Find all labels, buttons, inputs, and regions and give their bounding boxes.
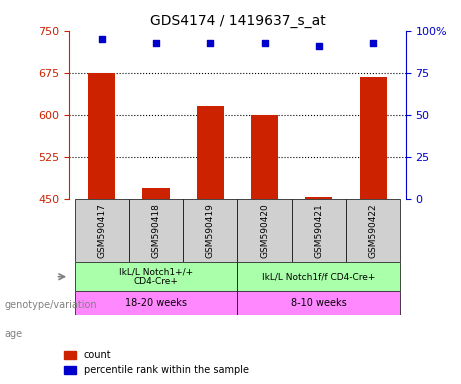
Bar (197, 106, 224, 199)
FancyBboxPatch shape (75, 199, 129, 262)
Bar (142, 188, 170, 199)
FancyBboxPatch shape (129, 199, 183, 262)
Legend: count, percentile rank within the sample: count, percentile rank within the sample (60, 346, 253, 379)
Title: GDS4174 / 1419637_s_at: GDS4174 / 1419637_s_at (149, 14, 325, 28)
Bar (88, 73, 115, 199)
Text: IkL/L Notch1+/+
CD4-Cre+: IkL/L Notch1+/+ CD4-Cre+ (119, 267, 193, 286)
Text: 8-10 weeks: 8-10 weeks (291, 298, 347, 308)
FancyBboxPatch shape (75, 291, 237, 315)
Bar (360, 77, 387, 199)
Text: GSM590421: GSM590421 (314, 203, 323, 258)
Point (152, 40, 160, 46)
Text: IkL/L Notch1f/f CD4-Cre+: IkL/L Notch1f/f CD4-Cre+ (262, 272, 376, 281)
Text: GSM590419: GSM590419 (206, 203, 215, 258)
FancyBboxPatch shape (237, 199, 292, 262)
Bar (305, 197, 332, 199)
FancyBboxPatch shape (237, 291, 400, 315)
FancyBboxPatch shape (346, 199, 400, 262)
Text: GSM590422: GSM590422 (369, 204, 378, 258)
Bar (251, 115, 278, 199)
Text: age: age (5, 329, 23, 339)
Point (315, 43, 323, 49)
Point (369, 40, 377, 46)
Point (98, 36, 106, 42)
Text: GSM590420: GSM590420 (260, 203, 269, 258)
Text: GSM590418: GSM590418 (152, 203, 160, 258)
FancyBboxPatch shape (237, 262, 400, 291)
Text: GSM590417: GSM590417 (97, 203, 106, 258)
FancyBboxPatch shape (75, 262, 237, 291)
Point (261, 40, 268, 46)
FancyBboxPatch shape (183, 199, 237, 262)
Text: genotype/variation: genotype/variation (5, 300, 97, 310)
Point (207, 40, 214, 46)
FancyBboxPatch shape (292, 199, 346, 262)
Text: 18-20 weeks: 18-20 weeks (125, 298, 187, 308)
